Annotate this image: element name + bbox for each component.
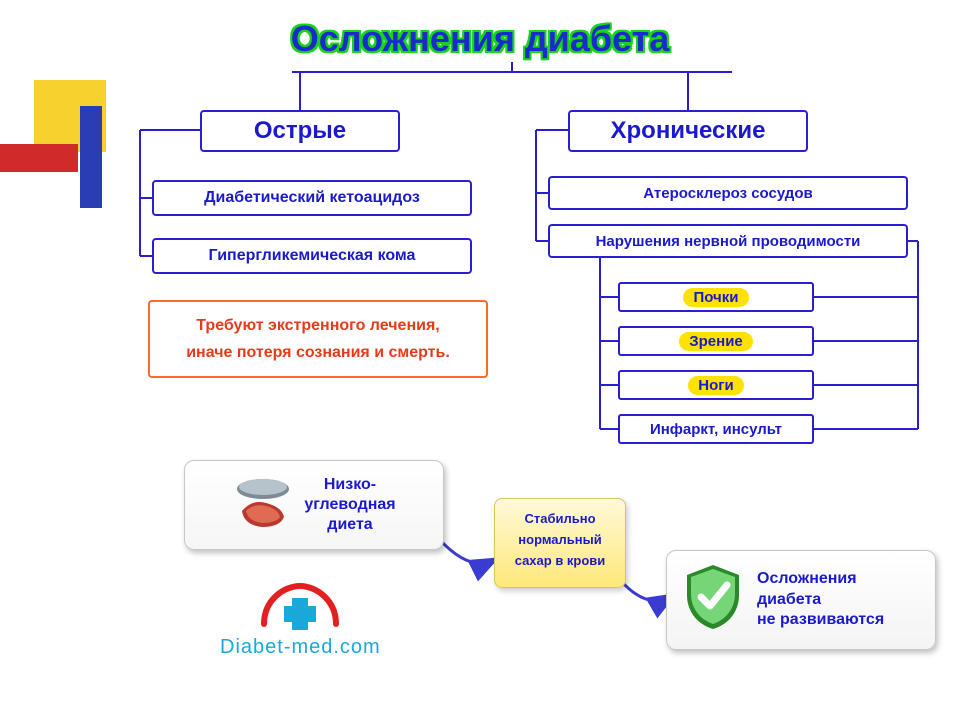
card-lowcarb-diet: Низко- углеводная диета: [184, 460, 444, 550]
food-icon: [232, 471, 294, 539]
shield-check-icon: [681, 561, 745, 640]
node-chronic: Хронические: [568, 110, 808, 152]
node-atherosclerosis: Атеросклероз сосудов: [548, 176, 908, 210]
page-title: Осложнения диабета: [291, 18, 670, 60]
result-line1: Осложнения: [757, 569, 884, 590]
note-line3: сахар в крови: [505, 551, 615, 572]
site-logo: Diabet-med.com: [220, 580, 381, 659]
warning-line2: иначе потеря сознания и смерть.: [164, 339, 472, 366]
node-heart-stroke: Инфаркт, инсульт: [618, 414, 814, 444]
node-kidneys: Почки: [618, 282, 814, 312]
logo-cross-icon: [260, 580, 340, 634]
node-vision: Зрение: [618, 326, 814, 356]
card-no-complications: Осложнения диабета не развиваются: [666, 550, 936, 650]
decor-red-bar: [0, 144, 78, 172]
diet-line2: углеводная: [304, 495, 395, 515]
result-line3: не развиваются: [757, 610, 884, 631]
node-ketoacidosis: Диабетический кетоацидоз: [152, 180, 472, 216]
note-line1: Стабильно: [505, 509, 615, 530]
result-line2: диабета: [757, 590, 884, 611]
logo-text: Diabet-med.com: [220, 636, 381, 659]
note-stable-sugar: Стабильно нормальный сахар в крови: [494, 498, 626, 588]
decor-blue-bar: [80, 106, 102, 208]
node-nerve-conduction: Нарушения нервной проводимости: [548, 224, 908, 258]
node-hyperglycemic-coma: Гипергликемическая кома: [152, 238, 472, 274]
warning-line1: Требуют экстренного лечения,: [164, 312, 472, 339]
note-line2: нормальный: [505, 530, 615, 551]
node-acute: Острые: [200, 110, 400, 152]
diet-line3: диета: [304, 515, 395, 535]
node-legs: Ноги: [618, 370, 814, 400]
warning-box: Требуют экстренного лечения, иначе потер…: [148, 300, 488, 378]
diet-line1: Низко-: [304, 475, 395, 495]
